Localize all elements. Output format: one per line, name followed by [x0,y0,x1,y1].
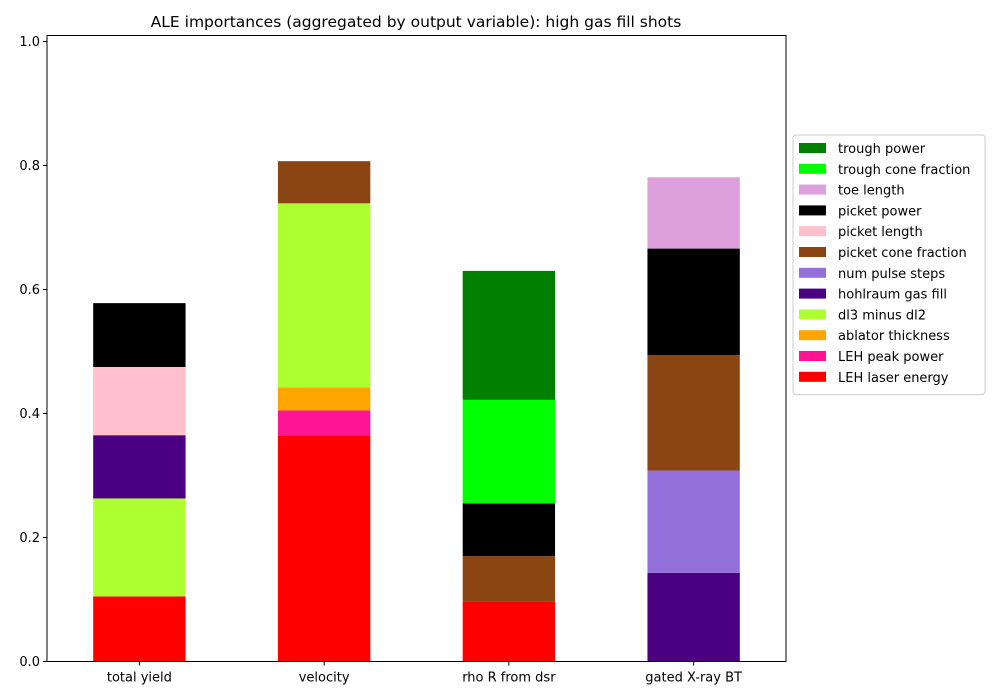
bar-segment [93,596,186,662]
legend-swatch [799,205,826,216]
plot-frame [46,35,787,662]
legend-swatch [799,163,826,174]
bar-segment [462,556,556,602]
legend-swatch [799,143,826,153]
legend-label: hohlraum gas fill [838,288,947,303]
legend-label: picket power [838,204,922,219]
bar-segment [277,387,371,411]
bar-segment [647,470,740,573]
bar-segment [462,503,556,557]
bar-segment [462,399,556,504]
bar-segment [647,248,740,356]
bar-segment [647,177,740,249]
y-tick-label: 0.2 [19,531,40,546]
y-tick-label: 0.6 [19,283,40,298]
bar-segment [277,410,371,436]
legend-swatch [799,351,826,361]
bars-group [93,161,740,662]
legend-label: LEH laser energy [838,371,949,386]
bar-segment [93,367,186,436]
y-tick-label: 0.0 [19,655,40,670]
legend-swatch [799,371,826,382]
x-tick-label: total yield [107,671,172,686]
legend-swatch [799,330,826,341]
legend-swatch [799,247,826,257]
legend-label: ablator thickness [838,329,950,344]
legend-label: dl3 minus dl2 [838,308,926,323]
bar-segment [93,435,186,499]
bar-segment [647,572,740,662]
bar-segment [277,203,371,388]
legend-swatch [799,288,826,299]
chart-title: ALE importances (aggregated by output va… [151,13,682,31]
legend-swatch [799,184,826,195]
x-tick-label: gated X-ray BT [645,671,742,686]
y-axis: 0.0 0.2 0.4 0.6 0.8 1.0 [19,35,47,670]
bar-segment [93,498,186,597]
legend-label: picket cone fraction [838,246,967,261]
bar-segment [462,601,556,662]
legend-label: num pulse steps [838,267,945,282]
y-tick-label: 1.0 [19,35,40,50]
bar-segment [277,435,371,662]
legend-swatch [799,309,826,320]
legend-label: toe length [838,184,905,199]
legend-swatch [799,267,826,278]
legend-label: picket length [838,225,923,240]
x-tick-label: rho R from dsr [462,671,556,686]
y-tick-label: 0.8 [19,159,40,174]
legend-box [792,134,986,396]
bar-segment [93,303,186,367]
legend-swatch [799,226,826,237]
y-tick-label: 0.4 [19,407,40,422]
bar-segment [277,161,371,204]
legend: trough power trough cone fraction toe leng… [792,134,986,396]
x-tick-label: velocity [299,671,350,686]
legend-label: LEH peak power [838,350,944,365]
x-axis: total yield velocity rho R from dsr gated X… [107,661,742,686]
legend-label: trough cone fraction [838,163,970,178]
legend-label: trough power [838,142,926,157]
bar-segment [462,270,556,400]
bar-segment [647,355,740,471]
